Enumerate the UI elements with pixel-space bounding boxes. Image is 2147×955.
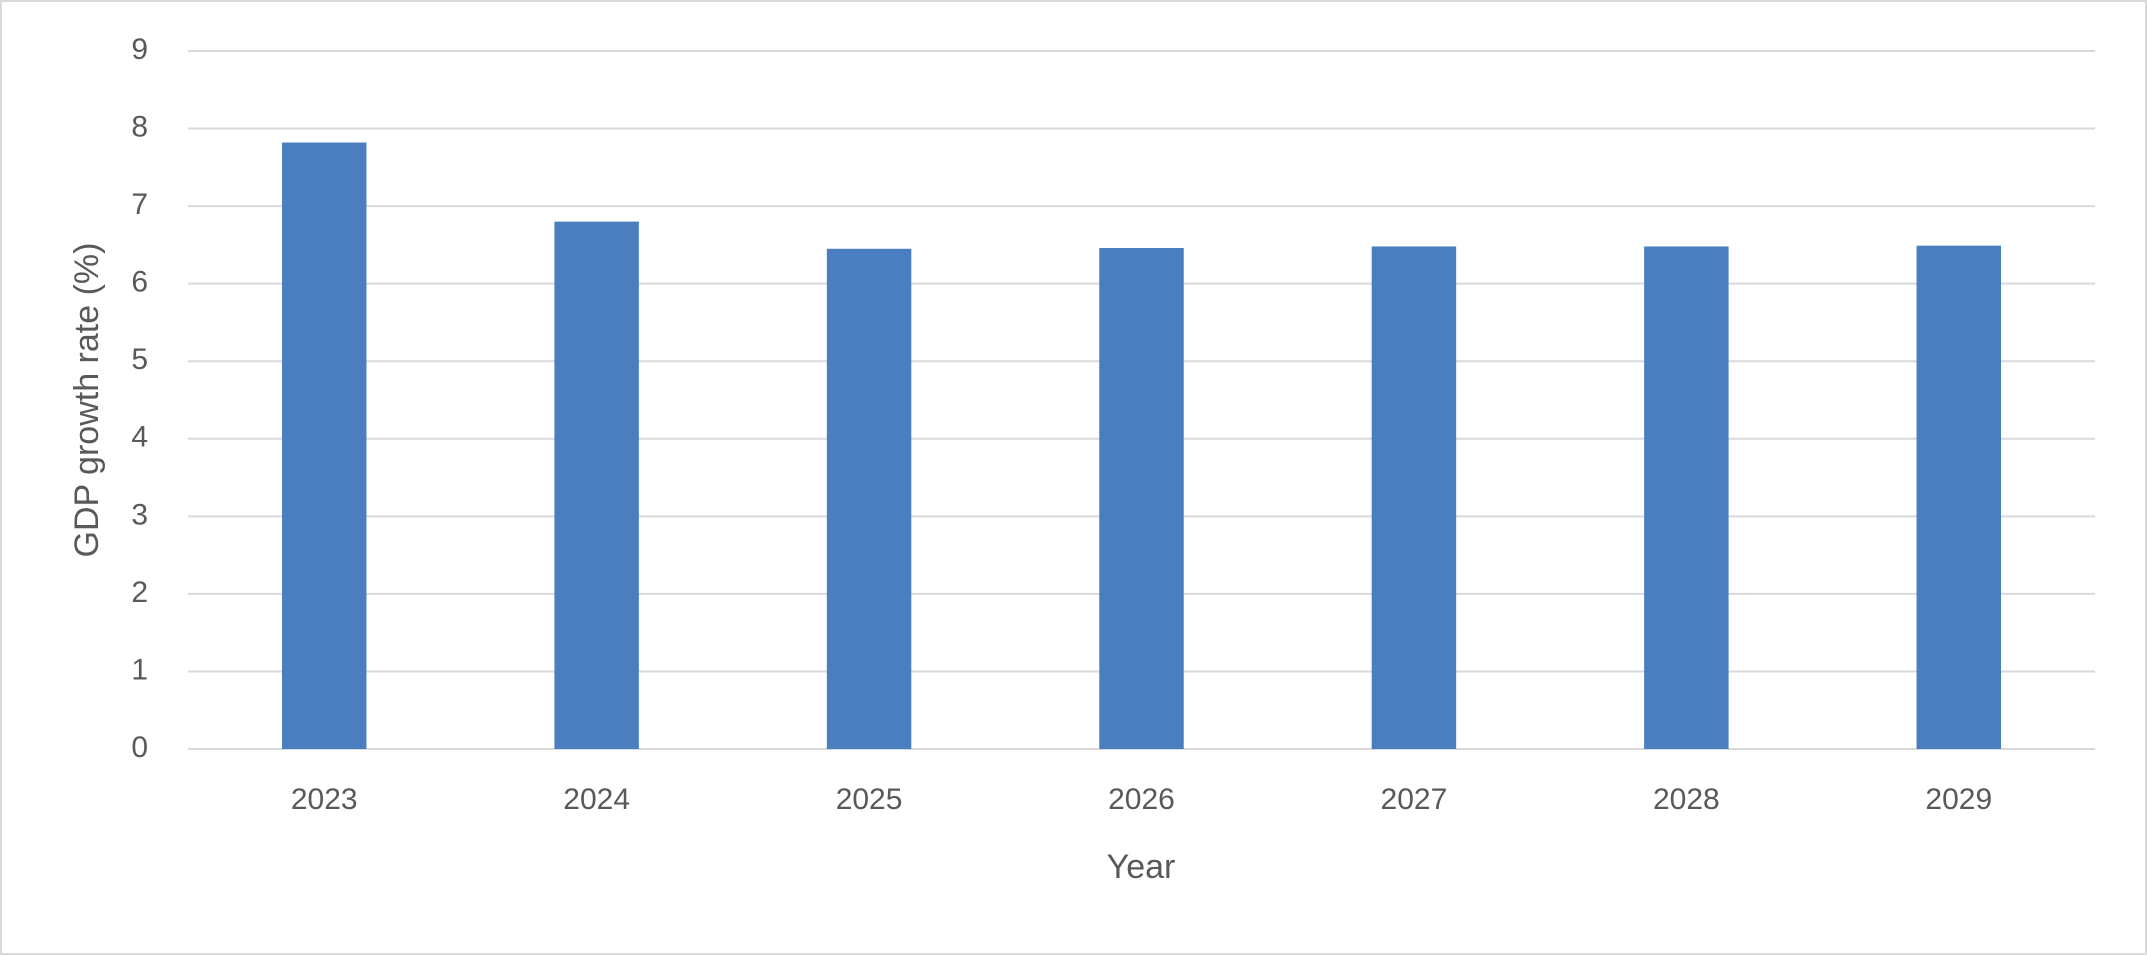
bar [826, 248, 912, 749]
x-tick-label: 2029 [1925, 783, 1992, 816]
y-tick-label: 2 [131, 576, 148, 609]
x-tick-label: 2026 [1108, 783, 1175, 816]
x-tick-label: 2023 [291, 783, 358, 816]
bar [554, 221, 639, 750]
bar [1371, 246, 1457, 749]
bar [1916, 245, 2002, 750]
y-tick-label: 3 [131, 498, 148, 531]
y-tick-label: 4 [131, 421, 148, 454]
y-tick-label: 0 [131, 731, 148, 764]
bar [1644, 246, 1729, 749]
bar [1099, 247, 1184, 750]
y-tick-label: 9 [131, 33, 148, 66]
y-tick-label: 6 [131, 266, 148, 299]
x-tick-label: 2027 [1381, 783, 1448, 816]
y-tick-label: 1 [131, 653, 148, 686]
y-axis-title: GDP growth rate (%) [68, 243, 106, 558]
y-tick-label: 7 [131, 188, 148, 221]
x-axis-title: Year [1107, 848, 1176, 886]
x-tick-label: 2024 [563, 783, 630, 816]
bar [281, 142, 367, 749]
y-tick-label: 8 [131, 110, 148, 143]
x-tick-label: 2028 [1653, 783, 1720, 816]
x-tick-label: 2025 [836, 783, 903, 816]
y-tick-label: 5 [131, 343, 148, 376]
